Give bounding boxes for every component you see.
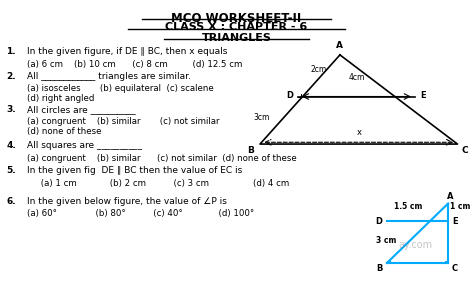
Text: (a) 1 cm            (b) 2 cm          (c) 3 cm                (d) 4 cm: (a) 1 cm (b) 2 cm (c) 3 cm (d) 4 cm bbox=[27, 179, 290, 188]
Text: All ____________ triangles are similar.: All ____________ triangles are similar. bbox=[27, 72, 191, 81]
Text: 2cm: 2cm bbox=[310, 65, 327, 74]
Text: C: C bbox=[452, 264, 458, 273]
Text: (d) none of these: (d) none of these bbox=[27, 127, 102, 136]
Text: In the given figure, if DE ∥ BC, then x equals: In the given figure, if DE ∥ BC, then x … bbox=[27, 47, 228, 56]
Text: (a) 60°              (b) 80°          (c) 40°             (d) 100°: (a) 60° (b) 80° (c) 40° (d) 100° bbox=[27, 209, 255, 218]
Text: D: D bbox=[286, 91, 293, 100]
Text: 2.: 2. bbox=[6, 72, 16, 81]
Text: (a) isosceles       (b) equilateral  (c) scalene: (a) isosceles (b) equilateral (c) scalen… bbox=[27, 84, 214, 93]
Text: 3.: 3. bbox=[6, 105, 16, 114]
Text: 4cm: 4cm bbox=[348, 73, 365, 82]
Text: B: B bbox=[376, 264, 382, 273]
Text: E: E bbox=[452, 217, 457, 226]
Text: A: A bbox=[337, 41, 344, 50]
Text: TRIANGLES: TRIANGLES bbox=[201, 33, 272, 43]
Text: All squares are __________: All squares are __________ bbox=[27, 141, 142, 150]
Text: 6.: 6. bbox=[6, 197, 16, 206]
Text: (d) right angled: (d) right angled bbox=[27, 94, 95, 103]
Text: 3cm: 3cm bbox=[253, 113, 269, 122]
Text: 1.5 cm: 1.5 cm bbox=[394, 202, 422, 211]
Text: (a) congruent    (b) similar       (c) not similar: (a) congruent (b) similar (c) not simila… bbox=[27, 117, 220, 126]
Text: All circles are __________: All circles are __________ bbox=[27, 105, 136, 114]
Text: CLASS X : CHAPTER - 6: CLASS X : CHAPTER - 6 bbox=[165, 22, 308, 32]
Text: MCQ WORKSHEET-II: MCQ WORKSHEET-II bbox=[172, 12, 301, 25]
Text: (a) congruent    (b) similar      (c) not similar  (d) none of these: (a) congruent (b) similar (c) not simila… bbox=[27, 154, 297, 163]
Text: ay.com: ay.com bbox=[398, 240, 432, 250]
Text: 5.: 5. bbox=[6, 166, 16, 175]
Text: 1.: 1. bbox=[6, 47, 16, 56]
Text: (a) 6 cm    (b) 10 cm      (c) 8 cm         (d) 12.5 cm: (a) 6 cm (b) 10 cm (c) 8 cm (d) 12.5 cm bbox=[27, 60, 243, 69]
Text: 4.: 4. bbox=[6, 141, 16, 150]
Text: D: D bbox=[375, 217, 382, 226]
Text: C: C bbox=[461, 146, 468, 155]
Text: In the given fig  DE ∥ BC then the value of EC is: In the given fig DE ∥ BC then the value … bbox=[27, 166, 243, 175]
Text: x: x bbox=[356, 128, 361, 136]
Text: 3 cm: 3 cm bbox=[376, 236, 396, 245]
Text: A: A bbox=[447, 191, 454, 200]
Text: In the given below figure, the value of ∠P is: In the given below figure, the value of … bbox=[27, 197, 227, 206]
Text: 1 cm: 1 cm bbox=[450, 202, 470, 211]
Text: E: E bbox=[420, 91, 426, 100]
Text: B: B bbox=[247, 146, 255, 155]
